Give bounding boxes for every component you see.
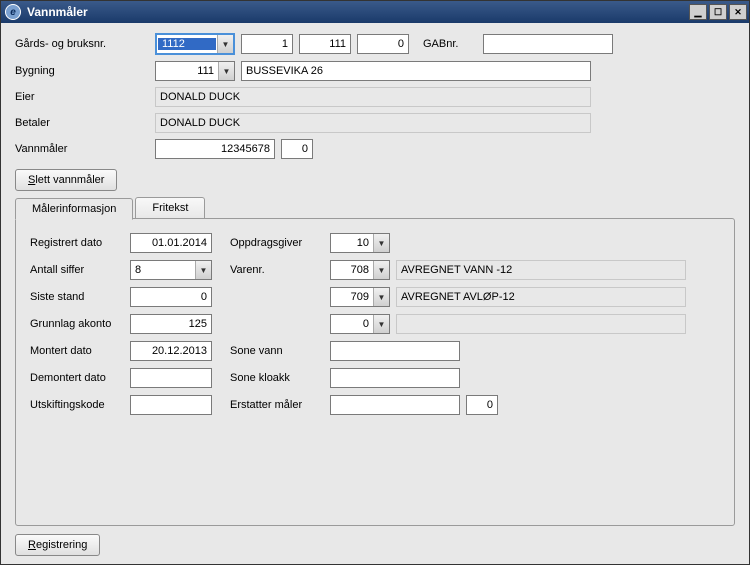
varenr3-desc	[396, 314, 686, 334]
bygning-name-input[interactable]	[241, 61, 591, 81]
gabnr-input[interactable]	[483, 34, 613, 54]
chevron-down-icon[interactable]: ▼	[195, 261, 211, 279]
varenr3-value: 0	[331, 318, 373, 330]
chevron-down-icon[interactable]: ▼	[373, 234, 389, 252]
sone-kloakk-label: Sone kloakk	[230, 372, 330, 384]
close-button[interactable]: ✕	[729, 4, 747, 20]
gards-value: 1112	[158, 38, 216, 50]
vannmaler-sub-input[interactable]	[281, 139, 313, 159]
tab-panel: Registrert dato Antall siffer 8 ▼ Siste …	[15, 218, 735, 526]
varenr-label: Varenr.	[230, 264, 330, 276]
varenr1-select[interactable]: 708 ▼	[330, 260, 390, 280]
gards-sub1-input[interactable]	[241, 34, 293, 54]
siste-stand-input[interactable]	[130, 287, 212, 307]
grunnlag-label: Grunnlag akonto	[30, 318, 130, 330]
tab-strip: Målerinformasjon Fritekst	[15, 197, 735, 218]
app-icon: e	[5, 4, 21, 20]
demontert-input[interactable]	[130, 368, 212, 388]
antall-siffer-select[interactable]: 8 ▼	[130, 260, 212, 280]
grunnlag-input[interactable]	[130, 314, 212, 334]
antall-siffer-value: 8	[131, 264, 195, 276]
gards-sub3-input[interactable]	[357, 34, 409, 54]
erstatter-sub-input[interactable]	[466, 395, 498, 415]
chevron-down-icon[interactable]: ▼	[373, 261, 389, 279]
window-title: Vannmåler	[27, 5, 689, 19]
oppdrag-label: Oppdragsgiver	[230, 237, 330, 249]
chevron-down-icon[interactable]: ▼	[218, 62, 234, 80]
chevron-down-icon[interactable]: ▼	[373, 288, 389, 306]
content-area: Gårds- og bruksnr. 1112 ▼ GABnr. Bygning…	[1, 23, 749, 564]
erstatter-input[interactable]	[330, 395, 460, 415]
utskift-label: Utskiftingskode	[30, 399, 130, 411]
titlebar: e Vannmåler ▁ ☐ ✕	[1, 1, 749, 23]
vannmaler-input[interactable]	[155, 139, 275, 159]
oppdrag-value: 10	[331, 237, 373, 249]
erstatter-label: Erstatter måler	[230, 399, 330, 411]
gards-sub2-input[interactable]	[299, 34, 351, 54]
chevron-down-icon[interactable]: ▼	[373, 315, 389, 333]
varenr3-select[interactable]: 0 ▼	[330, 314, 390, 334]
reg-dato-label: Registrert dato	[30, 237, 130, 249]
utskift-input[interactable]	[130, 395, 212, 415]
chevron-down-icon[interactable]: ▼	[217, 35, 233, 53]
registrering-button[interactable]: Registrering	[15, 534, 100, 556]
slett-button[interactable]: Slett vannmåler	[15, 169, 117, 191]
sone-vann-label: Sone vann	[230, 345, 330, 357]
varenr2-select[interactable]: 709 ▼	[330, 287, 390, 307]
varenr1-desc: AVREGNET VANN -12	[396, 260, 686, 280]
eier-value: DONALD DUCK	[155, 87, 591, 107]
siste-stand-label: Siste stand	[30, 291, 130, 303]
betaler-value: DONALD DUCK	[155, 113, 591, 133]
bygning-value: 111	[156, 65, 218, 77]
montert-input[interactable]	[130, 341, 212, 361]
gards-select[interactable]: 1112 ▼	[155, 33, 235, 55]
tab-malerinformasjon[interactable]: Målerinformasjon	[15, 198, 133, 220]
sone-kloakk-input[interactable]	[330, 368, 460, 388]
varenr2-desc: AVREGNET AVLØP-12	[396, 287, 686, 307]
varenr2-value: 709	[331, 291, 373, 303]
varenr1-value: 708	[331, 264, 373, 276]
oppdrag-select[interactable]: 10 ▼	[330, 233, 390, 253]
demontert-label: Demontert dato	[30, 372, 130, 384]
eier-label: Eier	[15, 91, 155, 103]
window: e Vannmåler ▁ ☐ ✕ Gårds- og bruksnr. 111…	[0, 0, 750, 565]
sone-vann-input[interactable]	[330, 341, 460, 361]
bygning-select[interactable]: 111 ▼	[155, 61, 235, 81]
minimize-button[interactable]: ▁	[689, 4, 707, 20]
gards-label: Gårds- og bruksnr.	[15, 38, 155, 50]
gabnr-label: GABnr.	[423, 38, 483, 50]
antall-siffer-label: Antall siffer	[30, 264, 130, 276]
maximize-button[interactable]: ☐	[709, 4, 727, 20]
betaler-label: Betaler	[15, 117, 155, 129]
reg-dato-input[interactable]	[130, 233, 212, 253]
vannmaler-label: Vannmåler	[15, 143, 155, 155]
montert-label: Montert dato	[30, 345, 130, 357]
bygning-label: Bygning	[15, 65, 155, 77]
tab-fritekst[interactable]: Fritekst	[135, 197, 205, 218]
